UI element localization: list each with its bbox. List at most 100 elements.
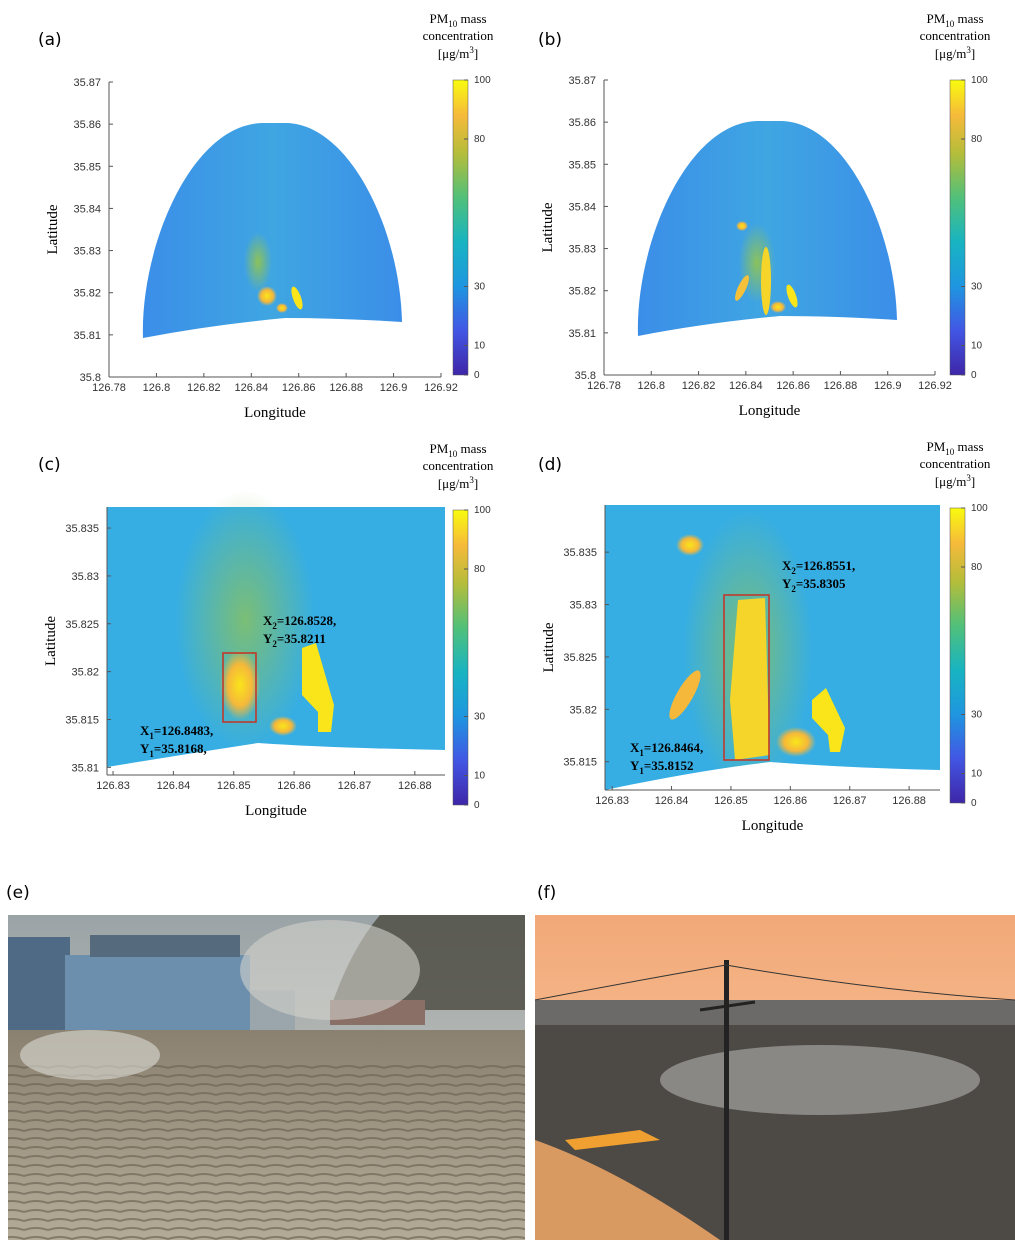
y-axis-label: Latitude (43, 616, 59, 666)
colorbar-title: concentration (920, 456, 991, 471)
colorbar-tick-label: 10 (971, 769, 983, 780)
y-tick-label: 35.84 (568, 201, 596, 213)
panel-label: (f) (537, 883, 556, 903)
text-part: [μg/m (935, 474, 967, 489)
text-part: =126.8464, (644, 740, 703, 755)
y-tick-label: 35.83 (568, 244, 596, 256)
x-tick-label: 126.86 (773, 795, 807, 807)
superscript: 3 (469, 475, 474, 485)
text-part: Y (782, 576, 792, 591)
x-tick-label: 126.88 (824, 380, 858, 392)
x-tick-label: 126.82 (187, 382, 221, 394)
text-part: =35.8168, (154, 741, 207, 756)
panel-label: (d) (538, 455, 562, 475)
annotation: X1=126.8464, (630, 740, 703, 758)
y-tick-label: 35.81 (71, 762, 99, 774)
y-tick-label: 35.85 (568, 159, 596, 171)
text-part: ] (971, 474, 975, 489)
text-part: X (263, 613, 273, 628)
annotation: Y1=35.8168, (140, 741, 207, 759)
colorbar-tick-label: 80 (474, 564, 486, 575)
colorbar-tick-label: 100 (474, 75, 491, 86)
y-tick-label: 35.85 (73, 161, 101, 173)
text-part: ] (474, 46, 478, 61)
x-tick-label: 126.88 (398, 780, 432, 792)
x-tick-label: 126.8 (143, 382, 171, 394)
colorbar (949, 79, 966, 376)
colorbar (452, 79, 469, 376)
colorbar-tick-label: 80 (474, 134, 486, 145)
text-part: mass (954, 439, 983, 454)
colorbar (949, 507, 966, 804)
y-tick-label: 35.82 (73, 288, 101, 300)
x-tick-label: 126.84 (157, 780, 191, 792)
text-part: mass (457, 11, 486, 26)
x-tick-label: 126.86 (277, 780, 311, 792)
y-axis-label: Latitude (45, 204, 61, 254)
annotation: Y2=35.8305 (782, 576, 846, 594)
y-tick-label: 35.8 (575, 370, 596, 382)
colorbar-tick-label: 80 (971, 134, 983, 145)
subscript: 2 (791, 584, 796, 594)
x-tick-label: 126.87 (833, 795, 867, 807)
text-part: Y (263, 631, 273, 646)
heatmap (637, 121, 897, 336)
x-axis-label: Longitude (245, 803, 307, 819)
x-tick-label: 126.78 (92, 382, 126, 394)
text-part: [μg/m (438, 46, 470, 61)
x-tick-label: 126.86 (776, 380, 810, 392)
superscript: 3 (469, 45, 474, 55)
superscript: 3 (966, 473, 971, 483)
y-tick-label: 35.825 (563, 652, 597, 664)
y-tick-label: 35.815 (563, 757, 597, 769)
y-tick-label: 35.84 (73, 203, 101, 215)
y-tick-label: 35.87 (73, 77, 101, 89)
text-part: =126.8528, (277, 613, 336, 628)
x-tick-label: 126.92 (918, 380, 952, 392)
subscript: 1 (639, 748, 644, 758)
text-part: mass (457, 441, 486, 456)
y-tick-label: 35.835 (563, 547, 597, 559)
x-tick-label: 126.84 (655, 795, 689, 807)
y-tick-label: 35.86 (73, 119, 101, 131)
colorbar-tick-label: 10 (474, 771, 486, 782)
colorbar-title: [μg/m3] (438, 475, 478, 491)
colorbar-title: concentration (423, 28, 494, 43)
y-tick-label: 35.82 (71, 667, 99, 679)
subscript: 1 (149, 731, 154, 741)
annotation: Y1=35.8152 (630, 758, 694, 776)
colorbar-tick-label: 80 (971, 562, 983, 573)
y-tick-label: 35.81 (73, 330, 101, 342)
x-tick-label: 126.8 (638, 380, 666, 392)
x-axis-label: Longitude (742, 818, 804, 834)
x-tick-label: 126.86 (282, 382, 316, 394)
colorbar-title: [μg/m3] (935, 45, 975, 61)
x-tick-label: 126.84 (234, 382, 268, 394)
text-part: PM (429, 11, 448, 26)
heatmap (142, 123, 402, 338)
x-tick-label: 126.85 (714, 795, 748, 807)
x-tick-label: 126.83 (595, 795, 629, 807)
heatmap (107, 490, 445, 777)
text-part: PM (429, 441, 448, 456)
text-part: X (630, 740, 640, 755)
annotation: X2=126.8528, (263, 613, 336, 631)
colorbar-tick-label: 30 (971, 282, 983, 293)
colorbar (452, 509, 469, 806)
x-tick-label: 126.92 (424, 382, 458, 394)
colorbar-title: [μg/m3] (438, 45, 478, 61)
subscript: 1 (149, 749, 154, 759)
colorbar-tick-label: 0 (474, 370, 480, 381)
panel-label: (e) (6, 883, 30, 903)
subscript: 2 (272, 639, 277, 649)
colorbar-tick-label: 30 (474, 282, 486, 293)
colorbar-tick-label: 30 (971, 710, 983, 721)
subscript: 10 (448, 449, 458, 459)
photo (8, 915, 525, 1240)
text-part: [μg/m (935, 46, 967, 61)
colorbar-tick-label: 0 (971, 798, 977, 809)
x-tick-label: 126.84 (729, 380, 763, 392)
colorbar-title: PM10 mass (429, 441, 486, 459)
y-tick-label: 35.815 (65, 714, 99, 726)
